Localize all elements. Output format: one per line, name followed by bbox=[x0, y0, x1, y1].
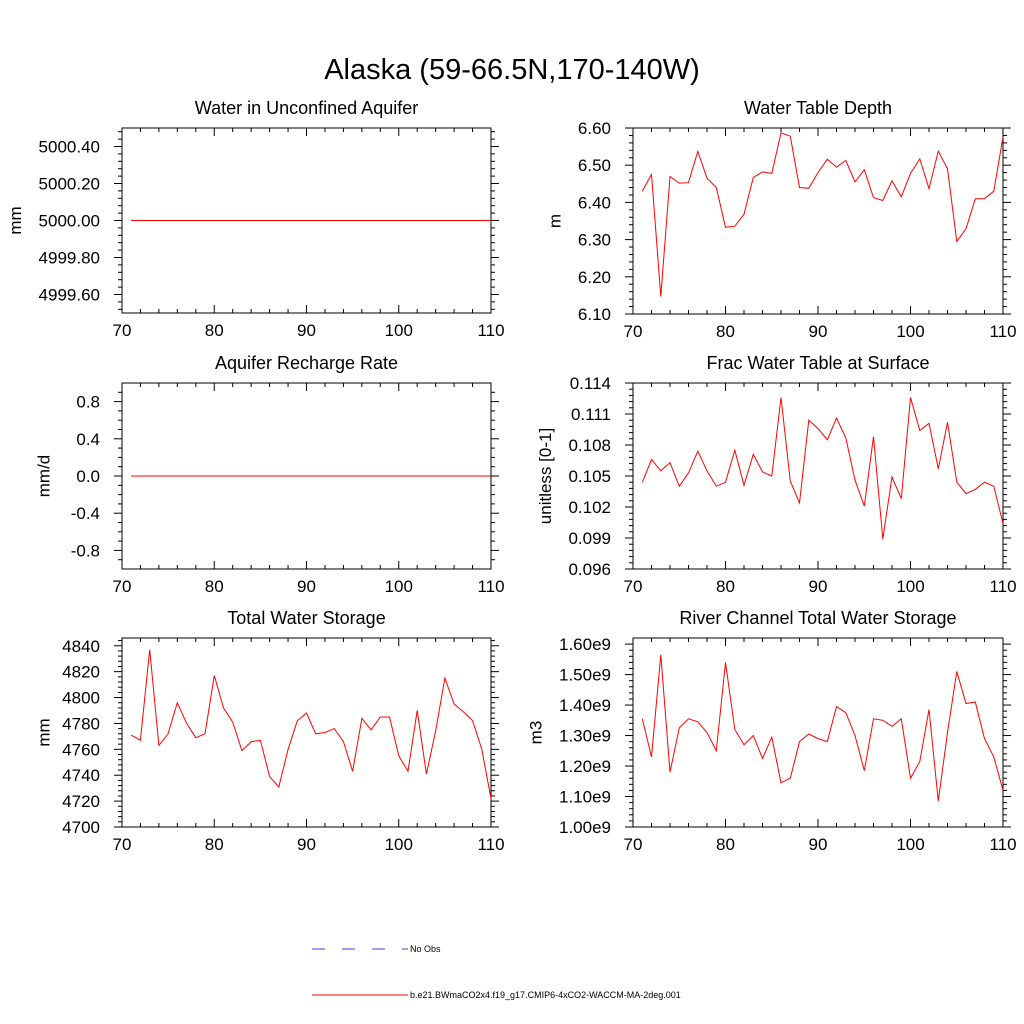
y-tick-label: 4820 bbox=[62, 663, 100, 682]
chart-panel-5: Total Water Storage 70 80 90 100 110 4700 4720 4… bbox=[35, 608, 505, 854]
y-tick-label: 0.096 bbox=[568, 560, 611, 579]
y-tick-label: 0.0 bbox=[76, 467, 100, 486]
y-tick-label: -0.4 bbox=[71, 504, 100, 523]
x-tick-label: 80 bbox=[716, 577, 735, 596]
x-tick-label: 90 bbox=[297, 835, 316, 854]
y-axis-label: unitless [0-1] bbox=[536, 428, 555, 524]
y-tick-label: 5000.20 bbox=[39, 175, 100, 194]
y-axis-label: mm bbox=[35, 718, 54, 746]
series-line bbox=[641, 397, 1004, 540]
plot-frame bbox=[632, 382, 1004, 570]
y-axis-label: mm/d bbox=[35, 455, 54, 498]
x-tick-label: 70 bbox=[624, 577, 643, 596]
y-tick-label: 5000.40 bbox=[39, 138, 100, 157]
y-tick-label: 4999.60 bbox=[39, 286, 100, 305]
x-tick-label: 70 bbox=[624, 835, 643, 854]
x-tick-label: 70 bbox=[113, 577, 132, 596]
y-tick-label: 0.4 bbox=[76, 430, 100, 449]
chart-panel-6: River Channel Total Water Storage 70 80 90 1… bbox=[526, 608, 1016, 854]
x-tick-label: 100 bbox=[896, 835, 924, 854]
x-tick-label: 80 bbox=[716, 322, 735, 341]
y-axis-label: m bbox=[546, 214, 565, 228]
x-tick-label: 100 bbox=[896, 322, 924, 341]
chart-panel-2: Water Table Depth 70 80 90 100 110 6.10 6.20 6.3… bbox=[546, 98, 1017, 341]
x-tick-label: 80 bbox=[205, 577, 224, 596]
x-tick-label: 90 bbox=[809, 835, 828, 854]
y-tick-label: 6.30 bbox=[578, 231, 611, 250]
y-tick-label: 0.114 bbox=[570, 374, 611, 393]
y-tick-label: 6.50 bbox=[578, 156, 611, 175]
chart-panel-3: Aquifer Recharge Rate 70 80 90 100 110 -0.8 -0.… bbox=[35, 353, 505, 596]
y-axis-label: m3 bbox=[526, 721, 545, 745]
y-tick-label: 1.60e9 bbox=[559, 635, 611, 654]
legend-label-no-obs: No Obs bbox=[410, 944, 441, 954]
y-tick-label: 0.8 bbox=[76, 393, 100, 412]
x-tick-label: 70 bbox=[113, 835, 132, 854]
x-tick-label: 80 bbox=[205, 321, 224, 340]
legend: No Obs b.e21.BWmaCO2x4.f19_g17.CMIP6-4xC… bbox=[312, 944, 681, 1000]
panel-title: Total Water Storage bbox=[227, 608, 385, 628]
y-tick-label: 1.10e9 bbox=[559, 788, 611, 807]
x-tick-label: 100 bbox=[385, 835, 413, 854]
y-tick-label: 0.108 bbox=[568, 436, 611, 455]
y-tick-label: 4840 bbox=[62, 637, 100, 656]
y-tick-label: 0.111 bbox=[571, 405, 611, 424]
y-tick-label: 4760 bbox=[62, 740, 100, 759]
y-tick-label: 6.20 bbox=[578, 268, 611, 287]
chart-panel-4: Frac Water Table at Surface 70 80 90 100 110 0… bbox=[536, 353, 1017, 596]
y-tick-label: 1.20e9 bbox=[559, 757, 611, 776]
y-tick-label: 1.50e9 bbox=[559, 666, 611, 685]
y-tick-label: 4720 bbox=[62, 792, 100, 811]
x-tick-label: 100 bbox=[385, 321, 413, 340]
x-tick-label: 90 bbox=[297, 321, 316, 340]
legend-label-model-run: b.e21.BWmaCO2x4.f19_g17.CMIP6-4xCO2-WACC… bbox=[410, 990, 681, 1000]
y-tick-label: 4800 bbox=[62, 689, 100, 708]
y-tick-label: 0.105 bbox=[568, 467, 611, 486]
y-tick-label: -0.8 bbox=[71, 541, 100, 560]
y-tick-label: 1.40e9 bbox=[559, 696, 611, 715]
x-tick-label: 100 bbox=[385, 577, 413, 596]
x-tick-label: 110 bbox=[989, 577, 1016, 596]
y-tick-label: 6.60 bbox=[578, 119, 611, 138]
y-axis-label: mm bbox=[6, 206, 25, 234]
panel-title: Frac Water Table at Surface bbox=[706, 353, 929, 373]
x-tick-label: 110 bbox=[989, 322, 1016, 341]
x-tick-label: 100 bbox=[896, 577, 924, 596]
y-tick-label: 6.10 bbox=[578, 305, 611, 324]
x-tick-label: 80 bbox=[716, 835, 735, 854]
y-tick-label: 4740 bbox=[62, 766, 100, 785]
x-tick-label: 90 bbox=[297, 577, 316, 596]
panel-title: Water Table Depth bbox=[744, 98, 892, 118]
y-tick-label: 6.40 bbox=[578, 193, 611, 212]
x-tick-label: 110 bbox=[989, 835, 1016, 854]
y-tick-label: 4999.80 bbox=[39, 249, 100, 268]
panel-title: River Channel Total Water Storage bbox=[679, 608, 956, 628]
x-tick-label: 70 bbox=[624, 322, 643, 341]
x-tick-label: 110 bbox=[477, 321, 504, 340]
y-tick-label: 0.102 bbox=[568, 498, 611, 517]
figure-title: Alaska (59-66.5N,170-140W) bbox=[324, 54, 700, 86]
y-tick-label: 4700 bbox=[62, 818, 100, 837]
series-line bbox=[641, 132, 1004, 297]
x-tick-label: 90 bbox=[809, 577, 828, 596]
y-tick-label: 4780 bbox=[62, 714, 100, 733]
panel-title: Water in Unconfined Aquifer bbox=[195, 98, 418, 118]
series-line bbox=[641, 654, 1004, 802]
series-line bbox=[130, 649, 492, 799]
panel-title: Aquifer Recharge Rate bbox=[215, 353, 398, 373]
y-tick-label: 5000.00 bbox=[39, 212, 100, 231]
y-tick-label: 1.30e9 bbox=[559, 727, 611, 746]
x-tick-label: 110 bbox=[477, 835, 504, 854]
chart-panel-1: Water in Unconfined Aquifer 70 80 90 100 110 4… bbox=[6, 98, 505, 340]
x-tick-label: 70 bbox=[113, 321, 132, 340]
x-tick-label: 110 bbox=[477, 577, 504, 596]
x-tick-label: 90 bbox=[809, 322, 828, 341]
plot-frame bbox=[632, 127, 1004, 315]
x-tick-label: 80 bbox=[205, 835, 224, 854]
y-tick-label: 0.099 bbox=[568, 529, 611, 548]
y-tick-label: 1.00e9 bbox=[559, 818, 611, 837]
